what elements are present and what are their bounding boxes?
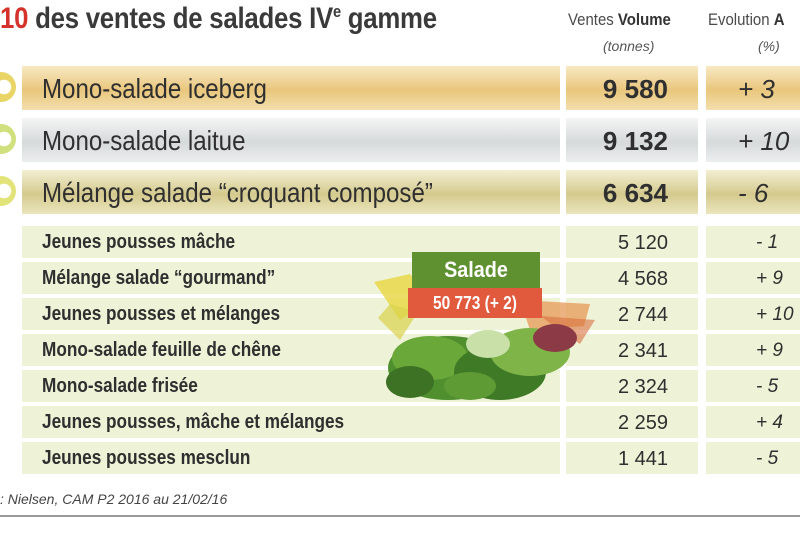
salad-bag-illustration xyxy=(370,260,600,408)
source-note: : Nielsen, CAM P2 2016 au 21/02/16 xyxy=(0,491,228,507)
volume-cell-bg xyxy=(566,442,698,474)
evolution-cell-bg xyxy=(706,334,800,366)
evolution-header-bold: A xyxy=(773,10,785,29)
evolution-cell-bg xyxy=(706,118,800,162)
evolution-value: - 5 xyxy=(756,448,779,469)
volume-header: Ventes Volume xyxy=(568,10,671,30)
volume-header-prefix: Ventes xyxy=(568,10,618,29)
volume-cell-bg xyxy=(566,226,698,258)
row-label: Mélange salade “croquant composé” xyxy=(42,177,433,208)
row-label: Jeunes pousses mâche xyxy=(42,231,236,253)
volume-cell-bg xyxy=(566,406,698,438)
salad-bullet-icon xyxy=(0,72,16,102)
evolution-cell-bg xyxy=(706,262,800,294)
table-row xyxy=(22,406,560,438)
volume-value: 1 441 xyxy=(617,448,668,470)
volume-header-bold: Volume xyxy=(617,10,671,29)
salad-badge-value: 50 773 (+ 2) xyxy=(433,293,517,313)
salad-badge-value-box: 50 773 (+ 2) xyxy=(408,288,542,318)
volume-value: 6 634 xyxy=(602,178,668,208)
evolution-cell-bg xyxy=(706,298,800,330)
row-label: Mono-salade frisée xyxy=(42,375,198,397)
row-label: Mono-salade laitue xyxy=(42,125,246,156)
volume-cell-bg xyxy=(566,170,698,214)
evolution-cell-bg xyxy=(706,170,800,214)
volume-value: 5 120 xyxy=(617,232,668,254)
evolution-value: + 10 xyxy=(756,304,794,325)
volume-cell-bg xyxy=(566,334,698,366)
volume-unit: (tonnes) xyxy=(603,38,655,54)
volume-cell-bg xyxy=(566,262,698,294)
volume-value: 4 568 xyxy=(617,268,668,290)
evolution-value: + 9 xyxy=(756,268,783,289)
salad-badge-label: Salade xyxy=(444,257,508,282)
evolution-unit: (%) xyxy=(758,38,780,54)
page-title: 10 des ventes de salades IVe gamme xyxy=(0,2,437,36)
row-label: Jeunes pousses mesclun xyxy=(42,447,251,469)
volume-value: 9 580 xyxy=(602,74,668,104)
volume-cell-bg xyxy=(566,118,698,162)
row-label: Mélange salade “gourmand” xyxy=(42,267,276,289)
evolution-value: - 6 xyxy=(738,178,769,208)
volume-value: 2 324 xyxy=(617,376,668,398)
evolution-cell-bg xyxy=(706,66,800,110)
evolution-value: - 5 xyxy=(756,376,779,397)
evolution-value: - 1 xyxy=(756,232,779,253)
evolution-header-prefix: Evolution xyxy=(708,10,774,29)
row-label: Mono-salade iceberg xyxy=(42,73,267,104)
volume-cell-bg xyxy=(566,66,698,110)
row-label: Mono-salade feuille de chêne xyxy=(42,339,281,361)
volume-value: 2 341 xyxy=(617,340,668,362)
title-suffix: gamme xyxy=(340,2,437,35)
evolution-value: + 10 xyxy=(738,126,790,156)
footer-rule xyxy=(0,515,800,517)
evolution-value: + 9 xyxy=(756,340,783,361)
title-superscript: e xyxy=(332,2,341,21)
salad-badge-label-box: Salade xyxy=(412,252,540,288)
evolution-cell-bg xyxy=(706,226,800,258)
table-row xyxy=(22,66,560,110)
title-number: 10 xyxy=(0,2,29,35)
table-row xyxy=(22,170,560,214)
table-row xyxy=(22,118,560,162)
volume-value: 2 744 xyxy=(617,304,668,326)
title-text: des ventes de salades IV xyxy=(28,2,333,35)
salad-bullet-icon xyxy=(0,124,16,154)
volume-value: 9 132 xyxy=(602,126,668,156)
table-row xyxy=(22,442,560,474)
row-label: Jeunes pousses et mélanges xyxy=(42,303,281,325)
evolution-cell-bg xyxy=(706,406,800,438)
evolution-cell-bg xyxy=(706,370,800,402)
evolution-value: + 4 xyxy=(756,412,783,433)
volume-cell-bg xyxy=(566,370,698,402)
evolution-value: + 3 xyxy=(738,74,775,104)
salad-bag-graphic xyxy=(374,274,595,400)
evolution-header: Evolution A xyxy=(708,10,785,30)
row-label: Jeunes pousses, mâche et mélanges xyxy=(42,411,345,433)
salad-bullet-icon xyxy=(0,176,16,206)
evolution-cell-bg xyxy=(706,442,800,474)
volume-value: 2 259 xyxy=(617,412,668,434)
